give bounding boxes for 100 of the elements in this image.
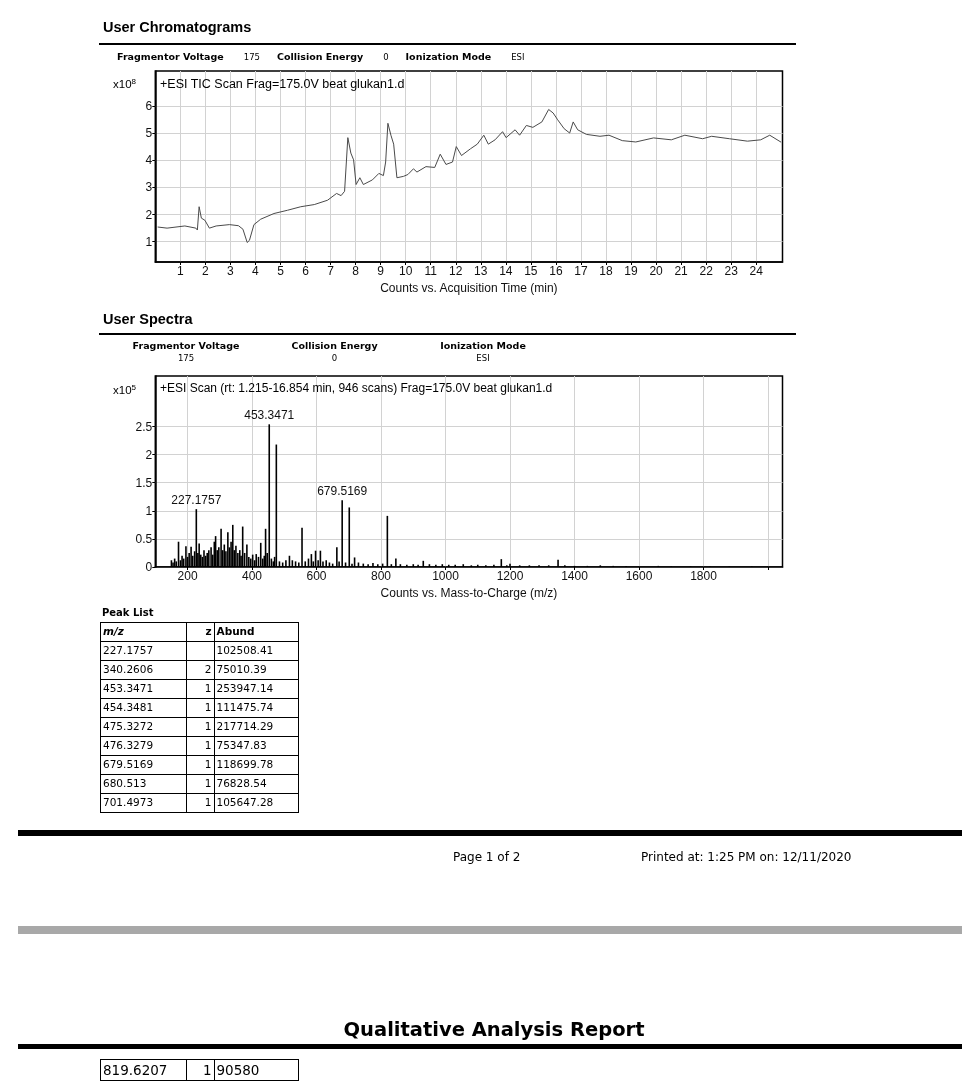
x-tick-label: 11	[424, 264, 438, 278]
annotation: 453.3471	[244, 408, 295, 423]
text: Fragmentor Voltage	[117, 51, 224, 62]
text: 118699.78	[216, 758, 274, 771]
y-tick-label: 1	[145, 503, 153, 518]
text: 175	[243, 52, 260, 62]
text: Peak List	[102, 607, 154, 618]
y-axis-title: x10$^{8}$	[113, 76, 137, 92]
x-tick-label: 600	[306, 569, 327, 583]
category-label: m/z	[100, 622, 186, 642]
y-tick-label: 2	[145, 447, 153, 462]
x-tick-label: 19	[624, 264, 639, 278]
text: 75347.83	[216, 739, 267, 752]
text: 102508.41	[216, 644, 274, 657]
x-tick-label: 18	[599, 264, 613, 278]
text: 1	[204, 796, 212, 809]
y-tick-label: 0	[145, 560, 153, 574]
text: 679.5169	[103, 758, 154, 771]
x-tick-label: 10	[399, 264, 413, 278]
x-tick-label: 200	[177, 569, 198, 583]
y-tick-label: 2.5	[135, 419, 153, 434]
y-tick-label: 6	[145, 99, 153, 114]
x-tick-label: 7	[327, 264, 335, 278]
x-tick-label: 16	[549, 264, 563, 278]
x-tick-label: 12	[449, 264, 463, 278]
chart-title: User Spectra	[103, 311, 193, 328]
x-tick-label: 1800	[690, 569, 718, 583]
text: 90580	[216, 1061, 260, 1078]
text: 0	[331, 353, 338, 363]
x-tick-label: 1400	[561, 569, 589, 583]
y-tick-label: 5	[145, 126, 153, 141]
text: 1	[204, 777, 212, 790]
x-tick-label: 24	[749, 264, 764, 278]
x-tick-label: 1200	[496, 569, 524, 583]
text: Qualitative Analysis Report	[343, 1018, 645, 1041]
text: Collision Energy	[277, 51, 364, 62]
x-tick-label: 6	[302, 264, 310, 278]
x-tick-label: 8	[352, 264, 360, 278]
text: 1	[204, 739, 212, 752]
y-tick-label: 4	[145, 153, 153, 168]
x-tick-label: 23	[724, 264, 739, 278]
text: 175	[177, 353, 195, 363]
text: Collision Energy	[291, 340, 378, 351]
category-label: z	[186, 622, 214, 642]
text: +ESI TIC Scan Frag=175.0V beat glukan1.d	[160, 77, 405, 92]
chart-subtitle: +ESI Scan (rt: 1.215-16.854 min, 946 scans) Frag=175.0V beat glukan1.d	[160, 380, 553, 396]
text: 1	[202, 1061, 212, 1078]
x-tick-label: 400	[242, 569, 263, 583]
x-tick-label: 800	[371, 569, 392, 583]
x-axis-title: Counts vs. Acquisition Time (min)	[380, 280, 558, 295]
x-tick-label: 22	[699, 264, 714, 278]
text: Ionization Mode	[405, 51, 492, 62]
text: 680.513	[103, 777, 147, 790]
y-tick-label: 3	[145, 180, 153, 195]
text: 0	[383, 52, 389, 62]
text: 475.3272	[103, 720, 154, 733]
x-tick-label: 21	[674, 264, 689, 278]
text: Page 1 of 2	[453, 850, 521, 865]
text: 340.2606	[103, 663, 154, 676]
x-tick-label: 1600	[625, 569, 653, 583]
text: 217714.29	[216, 720, 274, 733]
text: ESI	[476, 353, 490, 363]
x-tick-label: 4	[252, 264, 260, 278]
x-tick-label: 1	[176, 264, 184, 278]
annotation: 227.1757	[171, 493, 222, 508]
x-tick-label: 13	[474, 264, 488, 278]
text: Ionization Mode	[440, 340, 526, 351]
text: 819.6207	[103, 1061, 168, 1078]
category-label: Abund	[214, 622, 299, 642]
text: 253947.14	[216, 682, 274, 695]
text: Printed at: 1:25 PM on: 12/11/2020	[641, 850, 852, 865]
text: Fragmentor Voltage	[132, 340, 240, 351]
x-axis-title: Counts vs. Mass-to-Charge (m/z)	[380, 585, 558, 600]
text: 1	[204, 720, 212, 733]
y-axis-title: x10$^{5}$	[113, 382, 137, 398]
x-tick-label: 1000	[432, 569, 460, 583]
x-tick-label: 14	[499, 264, 513, 278]
x-tick-label: 3	[227, 264, 235, 278]
text: 476.3279	[103, 739, 154, 752]
x-tick-label: 17	[574, 264, 588, 278]
text: 75010.39	[216, 663, 267, 676]
text: 105647.28	[216, 796, 274, 809]
x-tick-label: 2	[202, 264, 210, 278]
y-tick-label: 2	[145, 207, 153, 222]
x-tick-label: 15	[524, 264, 538, 278]
y-tick-label: 0.5	[135, 531, 153, 546]
text: 453.3471	[103, 682, 154, 695]
text: 1	[204, 758, 212, 771]
x-tick-label: 5	[277, 264, 285, 278]
text: 227.1757	[103, 644, 154, 657]
text: 2	[204, 663, 212, 676]
text: 111475.74	[216, 701, 274, 714]
y-tick-label: 1	[145, 234, 153, 249]
text: 1	[204, 701, 212, 714]
y-tick-label: 1.5	[135, 475, 153, 490]
text: 454.3481	[103, 701, 154, 714]
text: ESI	[511, 52, 525, 62]
text: 76828.54	[216, 777, 267, 790]
text: 701.4973	[103, 796, 154, 809]
chart-title: User Chromatograms	[103, 19, 252, 36]
